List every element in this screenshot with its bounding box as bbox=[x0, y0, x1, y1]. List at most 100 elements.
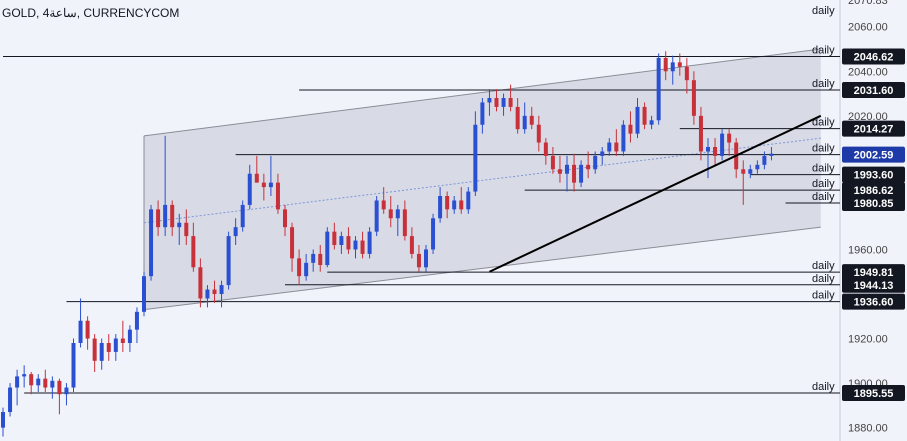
candle-body-109 bbox=[769, 153, 774, 156]
candle-body-33 bbox=[233, 227, 238, 237]
level-tag-3: daily bbox=[812, 143, 835, 155]
candle-body-19 bbox=[134, 311, 139, 330]
candle-body-59 bbox=[416, 253, 421, 268]
candle-body-24 bbox=[170, 204, 175, 228]
header-sep-2: , bbox=[76, 6, 84, 20]
candle-body-31 bbox=[219, 285, 224, 294]
candle-body-30 bbox=[212, 289, 217, 294]
candle-body-97 bbox=[684, 66, 689, 81]
chart-header: GOLD, 4ساعة, CURRENCYCOM bbox=[2, 6, 179, 20]
candle-body-90 bbox=[635, 106, 640, 134]
candle-body-68 bbox=[480, 102, 485, 125]
candle-body-25 bbox=[177, 222, 182, 228]
candle-body-43 bbox=[304, 262, 309, 277]
header-sep-1: , bbox=[36, 6, 43, 20]
candle-body-63 bbox=[445, 196, 450, 210]
candle-body-96 bbox=[677, 62, 682, 67]
candle-body-67 bbox=[473, 124, 478, 192]
candle-body-82 bbox=[579, 164, 584, 183]
candle-body-48 bbox=[339, 236, 344, 245]
candle-body-36 bbox=[254, 173, 259, 183]
candle-body-1 bbox=[8, 387, 13, 413]
candle-body-51 bbox=[360, 240, 365, 254]
price-badge-label-1: 2031.60 bbox=[854, 85, 894, 97]
candle-body-99 bbox=[698, 115, 703, 152]
candle-body-40 bbox=[283, 209, 287, 228]
candle-body-7 bbox=[50, 380, 55, 388]
candle-body-28 bbox=[198, 267, 203, 299]
candle-body-105 bbox=[741, 169, 746, 174]
candle-body-86 bbox=[607, 142, 612, 152]
candle-body-50 bbox=[353, 240, 358, 250]
y-tick-label-3: 1960.00 bbox=[848, 244, 888, 256]
candle-body-35 bbox=[247, 173, 252, 205]
price-badge-2 bbox=[842, 120, 905, 137]
candle-body-95 bbox=[670, 62, 675, 72]
candle-body-37 bbox=[261, 182, 266, 188]
candle-body-62 bbox=[438, 196, 443, 219]
source-label: CURRENCYCOM bbox=[83, 6, 180, 20]
price-badge-label-0: 2046.62 bbox=[854, 52, 894, 64]
level-tag-2: daily bbox=[812, 117, 835, 129]
candle-body-60 bbox=[424, 249, 428, 268]
price-badge-label-5: 1986.62 bbox=[854, 185, 894, 197]
price-badge-8 bbox=[842, 276, 905, 293]
price-badge-label-9: 1936.60 bbox=[854, 297, 894, 309]
candle-body-0 bbox=[1, 412, 5, 428]
candle-body-83 bbox=[586, 164, 591, 170]
price-badge-0 bbox=[842, 48, 905, 65]
price-badge-6 bbox=[842, 195, 905, 212]
candle-body-54 bbox=[381, 200, 386, 210]
candle-body-34 bbox=[240, 204, 245, 228]
level-tag-10: daily bbox=[812, 381, 835, 393]
symbol-label: GOLD bbox=[2, 6, 37, 20]
candle-body-91 bbox=[642, 106, 647, 125]
candle-body-108 bbox=[762, 155, 767, 165]
candle-body-9 bbox=[64, 387, 69, 395]
candle-body-2 bbox=[15, 376, 20, 388]
candle-body-3 bbox=[22, 374, 27, 377]
candle-body-64 bbox=[452, 200, 457, 210]
candle-body-52 bbox=[367, 231, 372, 254]
price-badge-label-7: 1949.81 bbox=[854, 267, 894, 279]
candle-body-103 bbox=[727, 133, 732, 143]
channel-lower-line bbox=[143, 226, 821, 311]
regression-channel bbox=[144, 49, 821, 310]
candle-body-79 bbox=[557, 169, 562, 174]
level-tag-5: daily bbox=[812, 178, 835, 190]
candle-body-101 bbox=[713, 147, 718, 156]
price-badge-7 bbox=[842, 264, 905, 281]
candle-body-94 bbox=[663, 57, 668, 72]
price-badge-5 bbox=[842, 182, 905, 199]
candle-body-55 bbox=[388, 209, 393, 219]
price-badge-3 bbox=[842, 146, 905, 163]
y-tick-label-1: 2040.00 bbox=[848, 66, 888, 78]
candle-body-11 bbox=[78, 320, 83, 343]
level-tag-6: daily bbox=[812, 191, 835, 203]
candle-body-72 bbox=[508, 98, 513, 107]
candle-body-23 bbox=[163, 204, 168, 228]
candle-body-47 bbox=[332, 231, 337, 245]
candle-body-106 bbox=[748, 169, 753, 174]
candle-body-10 bbox=[71, 343, 76, 388]
candle-body-26 bbox=[184, 222, 189, 237]
candle-body-107 bbox=[755, 164, 760, 170]
price-badge-9 bbox=[842, 293, 905, 310]
candle-body-100 bbox=[706, 147, 710, 152]
candle-body-39 bbox=[275, 182, 280, 210]
candle-body-5 bbox=[36, 378, 41, 386]
ascending-trendline bbox=[489, 114, 822, 273]
level-tag-1: daily bbox=[812, 78, 835, 90]
y-tick-label-4: 1920.00 bbox=[848, 334, 888, 346]
candle-body-17 bbox=[120, 338, 125, 343]
candle-body-56 bbox=[395, 209, 400, 219]
candle-body-4 bbox=[29, 374, 34, 386]
candle-body-89 bbox=[628, 124, 633, 134]
candle-body-27 bbox=[191, 236, 196, 268]
candle-body-32 bbox=[226, 236, 231, 286]
candle-body-46 bbox=[325, 231, 330, 266]
price-badge-label-10: 1895.55 bbox=[854, 388, 894, 400]
candle-body-13 bbox=[92, 338, 97, 361]
